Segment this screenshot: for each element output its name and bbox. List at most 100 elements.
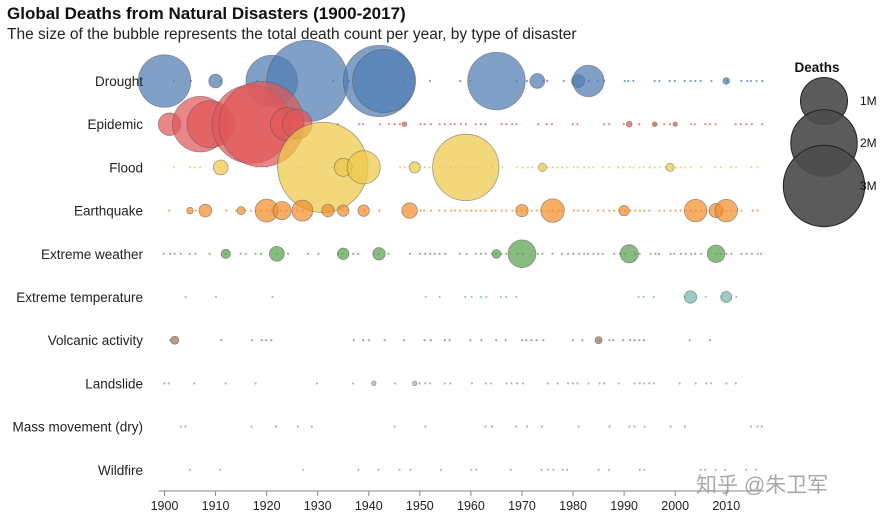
chart-subtitle: The size of the bubble represents the to… xyxy=(7,26,577,43)
bubble[interactable]: Earthquake 1923: 150,000 xyxy=(272,201,292,221)
minor-dot xyxy=(270,339,273,342)
bubble[interactable]: Earthquake 1908: 75,000 xyxy=(198,203,213,218)
bubble[interactable]: Drought 1983: 450,000 xyxy=(572,64,605,98)
bubble[interactable]: Flood 1939: 500,000 xyxy=(346,150,381,185)
minor-dot xyxy=(654,252,657,255)
bubble[interactable]: Flood 1959: 2,000,000 xyxy=(432,133,500,202)
minor-dot xyxy=(577,252,581,255)
minor-dot xyxy=(449,382,452,385)
minor-dot xyxy=(730,252,733,255)
bubble[interactable]: Drought 1910: 85,000 xyxy=(208,73,223,89)
minor-dot xyxy=(377,468,380,471)
bubble[interactable]: Earthquake 1976: 250,000 xyxy=(540,198,565,223)
minor-dot xyxy=(546,79,549,83)
minor-dot xyxy=(587,209,590,212)
minor-dot xyxy=(244,252,247,255)
bubble[interactable]: Volcanic activity 1902: 30,000 xyxy=(170,335,180,345)
bubble[interactable]: Earthquake 1990: 50,000 xyxy=(618,204,630,217)
minor-dot xyxy=(693,123,696,126)
bubble[interactable]: Epidemic 1991: 15,000 xyxy=(625,120,633,128)
minor-dot xyxy=(465,252,468,255)
minor-dot xyxy=(652,295,656,299)
bubble[interactable]: Extreme temperature 2010: 55,000 xyxy=(720,291,733,303)
bubble[interactable]: Earthquake 1935: 60,000 xyxy=(337,204,350,217)
bubble[interactable]: Flood 1949: 57,000 xyxy=(408,161,421,174)
bubble[interactable]: Flood 1999: 30,000 xyxy=(665,162,675,172)
minor-dot xyxy=(688,339,691,342)
minor-dot xyxy=(537,123,540,126)
minor-dot xyxy=(458,209,462,212)
bubble[interactable]: Extreme weather 1935: 60,000 xyxy=(337,247,350,260)
minor-dot xyxy=(387,252,390,255)
bubble[interactable]: Extreme weather 1942: 70,000 xyxy=(372,247,386,261)
minor-dot xyxy=(679,209,682,212)
bubble[interactable]: Extreme weather 2008: 140,000 xyxy=(706,244,726,263)
minor-dot xyxy=(638,252,641,255)
minor-dot xyxy=(601,252,604,255)
bubble[interactable]: Extreme weather 1991: 150,000 xyxy=(619,244,639,264)
minor-dot xyxy=(705,382,708,385)
bubble[interactable]: Earthquake 1970: 70,000 xyxy=(515,203,529,218)
minor-dot xyxy=(504,339,507,342)
minor-dot xyxy=(484,209,487,212)
minor-dot xyxy=(453,209,457,212)
minor-dot xyxy=(465,209,468,212)
minor-dot xyxy=(694,382,697,385)
bubble[interactable]: Landslide 1941: 5,000 xyxy=(371,380,377,386)
bubble[interactable]: Earthquake 2010: 230,000 xyxy=(714,198,738,223)
minor-dot xyxy=(617,382,620,385)
bubble[interactable]: Extreme weather 1965: 35,000 xyxy=(491,249,502,259)
minor-dot xyxy=(419,123,422,126)
bubble[interactable]: Earthquake 2004: 230,000 xyxy=(683,198,708,223)
bubble[interactable]: Earthquake 1939: 60,000 xyxy=(357,204,370,217)
bubble[interactable]: Extreme weather 1912: 40,000 xyxy=(220,248,231,259)
minor-dot xyxy=(576,166,579,169)
minor-dot xyxy=(673,252,676,255)
bubble[interactable]: Extreme temperature 2003: 70,000 xyxy=(683,290,698,304)
minor-dot xyxy=(638,166,641,169)
bubble[interactable]: Earthquake 1915: 30,000 xyxy=(236,206,246,216)
minor-dot xyxy=(542,339,545,342)
bubble[interactable]: Earthquake 1932: 70,000 xyxy=(321,203,335,218)
minor-dot xyxy=(668,79,671,83)
bubble[interactable]: Earthquake 1905: 20,000 xyxy=(186,206,194,215)
minor-dot xyxy=(259,252,263,255)
row-label-extreme-weather: Extreme weather xyxy=(41,247,144,262)
bubble[interactable]: Drought 1965: 1,500,000 xyxy=(467,51,526,111)
bubble[interactable]: Drought 2010: 20,000 xyxy=(722,77,730,85)
bubble[interactable]: Flood 1974: 30,000 xyxy=(537,162,547,172)
minor-dot xyxy=(362,339,365,342)
minor-dot xyxy=(683,166,686,169)
minor-dot xyxy=(403,166,406,169)
bubble[interactable]: Extreme weather 1922: 100,000 xyxy=(269,245,285,262)
minor-dot xyxy=(224,382,227,385)
minor-dot xyxy=(511,123,514,126)
minor-dot xyxy=(310,425,313,428)
minor-dot xyxy=(658,209,661,212)
minor-dot xyxy=(607,468,611,471)
bubble[interactable]: Earthquake 1948: 110,000 xyxy=(401,202,418,219)
minor-dot xyxy=(250,425,253,428)
minor-dot xyxy=(470,468,473,471)
bubble[interactable]: Drought 1943: 1,800,000 xyxy=(352,49,417,113)
bubble[interactable]: Extreme weather 1970: 350,000 xyxy=(507,239,537,269)
bubble[interactable]: Epidemic 1947: 10,000 xyxy=(401,121,408,127)
bubble[interactable]: Volcanic activity 1985: 23,000 xyxy=(594,336,603,345)
bubble[interactable]: Drought 1973: 100,000 xyxy=(529,73,546,89)
minor-dot xyxy=(653,166,656,169)
bubble[interactable]: Epidemic 1996: 10,000 xyxy=(652,121,658,127)
bubble[interactable]: Drought 1900: 1,250,000 xyxy=(137,54,192,108)
minor-dot xyxy=(219,468,222,471)
minor-dot xyxy=(613,209,616,212)
bubble[interactable]: Earthquake 1927: 200,000 xyxy=(291,199,314,222)
minor-dot xyxy=(194,252,197,255)
bubble[interactable]: Flood 1911: 100,000 xyxy=(212,159,229,176)
minor-dot xyxy=(749,79,753,83)
minor-dot xyxy=(694,79,697,83)
minor-dot xyxy=(633,339,636,342)
minor-dot xyxy=(652,382,656,385)
bubble[interactable]: Landslide 1949: 5,000 xyxy=(412,380,418,386)
minor-dot xyxy=(199,166,202,169)
bubble[interactable]: Epidemic 2000: 8,000 xyxy=(672,121,678,127)
minor-dot xyxy=(704,468,707,471)
